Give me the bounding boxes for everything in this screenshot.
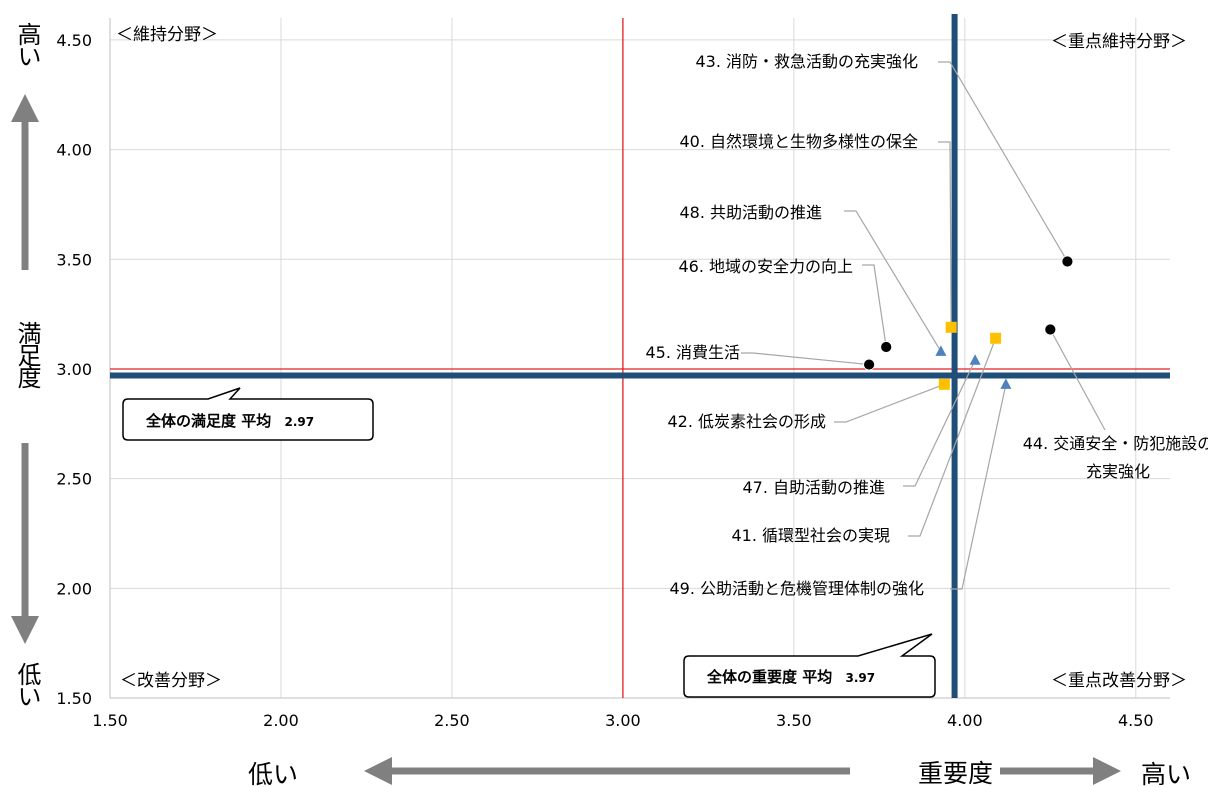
y-high-label: 高い (13, 22, 41, 66)
quadrant-label-top-right: ＜重点維持分野＞ (1051, 32, 1187, 52)
satisfaction-average-callout: 全体の満足度 平均 2.97 (122, 387, 374, 441)
point-label: 40. 自然環境と生物多様性の保全 (679, 132, 918, 151)
leader-line (903, 359, 976, 487)
point-label: 46. 地域の安全力の向上 (678, 257, 853, 276)
y-tick-label: 2.50 (56, 470, 92, 489)
leader-line (741, 352, 870, 366)
y-tick-label: 3.50 (56, 250, 92, 269)
data-point-triangle (935, 345, 947, 356)
leader-line (844, 210, 942, 352)
svg-text:全体の重要度 平均 3.97: 全体の重要度 平均 3.97 (706, 668, 875, 686)
data-point-circle (863, 358, 875, 371)
data-point-square (945, 321, 957, 333)
point-label: 43. 消防・救急活動の充実強化 (695, 52, 918, 71)
x-high-label: 高い (1141, 760, 1191, 787)
leader-line (834, 383, 945, 423)
x-tick-label: 3.50 (776, 711, 812, 730)
data-points (863, 255, 1074, 390)
label-leader-lines (741, 61, 1106, 590)
point-label: 48. 共助活動の推進 (679, 203, 822, 222)
x-tick-label: 4.50 (1118, 711, 1154, 730)
y-tick-label: 4.50 (56, 31, 92, 50)
data-point-circle (1044, 323, 1057, 336)
reference-lines (110, 14, 1170, 698)
x-low-label: 低い (248, 760, 298, 787)
x-axis-title: 重要度 (918, 759, 993, 787)
point-label: 45. 消費生活 (645, 343, 740, 362)
x-tick-label: 2.00 (263, 711, 299, 730)
satisfaction-average-value: 2.97 (284, 415, 314, 429)
leader-line (950, 384, 1007, 590)
leader-line (938, 141, 952, 328)
point-labels: 40. 自然環境と生物多様性の保全 41. 循環型社会の実現 42. 低炭素社会の形… (645, 52, 1208, 598)
data-point-circle (1061, 255, 1074, 268)
importance-average-value: 3.97 (845, 671, 875, 685)
y-low-label: 低い (13, 662, 41, 706)
point-label: 49. 公助活動と危機管理体制の強化 (669, 579, 924, 598)
data-point-square (990, 332, 1002, 344)
y-axis-title: 満足度 (13, 321, 41, 389)
y-tick-label: 3.00 (56, 360, 92, 379)
svg-text:全体の満足度 平均 2.97: 全体の満足度 平均 2.97 (145, 412, 314, 430)
point-label: 42. 低炭素社会の形成 (667, 412, 826, 431)
leader-line (908, 338, 997, 537)
leader-line (938, 61, 1068, 262)
data-point-circle (880, 341, 893, 353)
data-point-triangle (1000, 378, 1012, 389)
point-label: 47. 自助活動の推進 (742, 478, 885, 497)
quadrant-label-bottom-left: ＜改善分野＞ (120, 671, 222, 691)
x-tick-label: 4.00 (947, 711, 983, 730)
leader-line (862, 264, 887, 348)
y-tick-label: 2.00 (56, 579, 92, 598)
axes: 1.50 2.00 2.50 3.00 3.50 4.00 4.50 1.50 2.00 2.50… (56, 18, 1170, 730)
grid (109, 18, 1170, 699)
importance-average-label: 全体の重要度 平均 (706, 668, 832, 686)
leader-line (1049, 329, 1106, 431)
x-tick-label: 2.50 (434, 711, 470, 730)
y-tick-label: 4.00 (56, 141, 92, 160)
y-tick-label: 1.50 (56, 689, 92, 708)
quadrant-label-top-left: ＜維持分野＞ (116, 25, 218, 45)
quadrant-label-bottom-right: ＜重点改善分野＞ (1051, 671, 1187, 691)
satisfaction-average-label: 全体の満足度 平均 (145, 412, 271, 430)
point-label-line2: 充実強化 (1086, 462, 1150, 481)
data-point-triangle (969, 354, 981, 365)
x-tick-label: 1.50 (92, 711, 128, 730)
importance-average-callout: 全体の重要度 平均 3.97 (683, 633, 936, 698)
point-label: 41. 循環型社会の実現 (731, 526, 890, 545)
x-tick-label: 3.00 (605, 711, 641, 730)
point-label: 44. 交通安全・防犯施設の (1023, 434, 1208, 453)
data-point-square (938, 378, 950, 390)
